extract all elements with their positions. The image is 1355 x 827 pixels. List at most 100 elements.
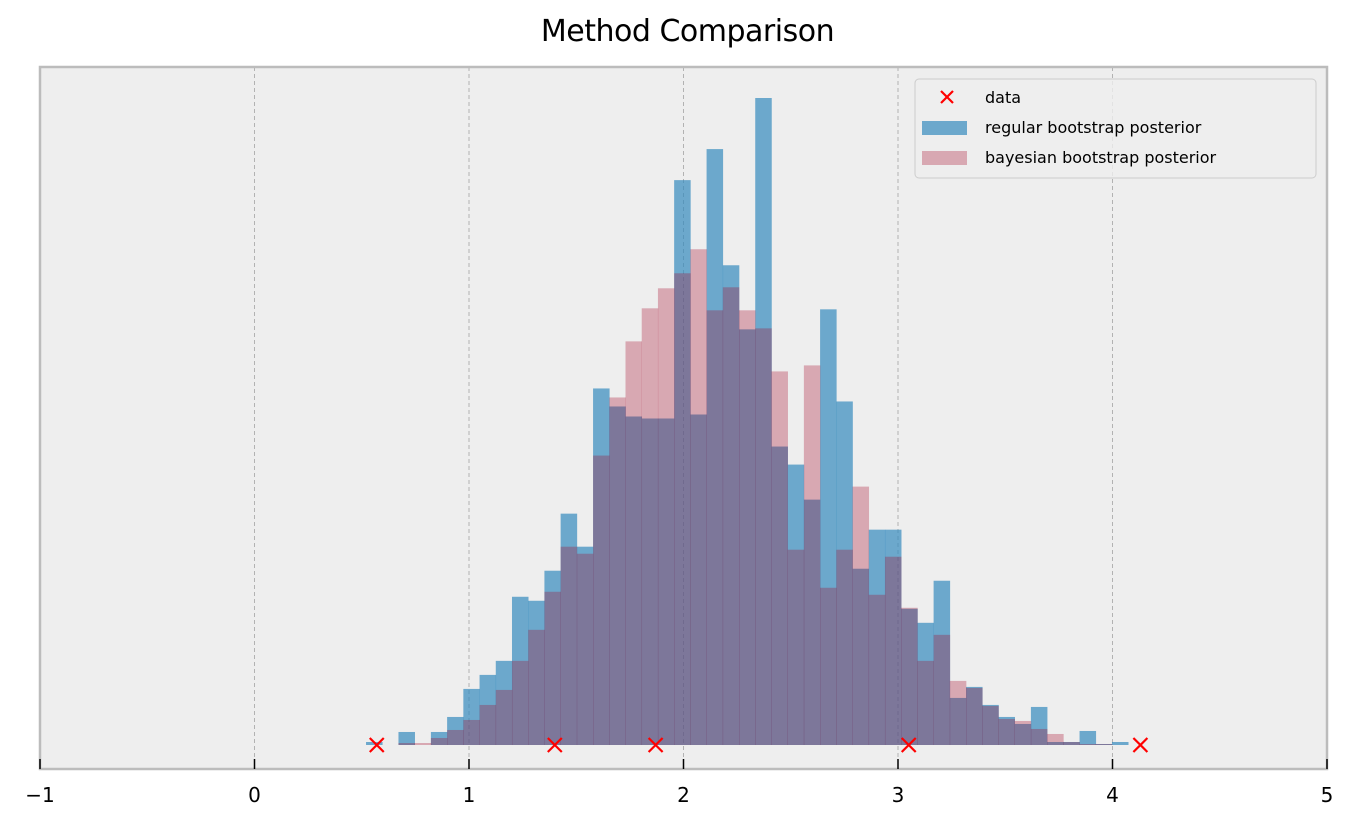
legend-label: regular bootstrap posterior (985, 118, 1202, 137)
bayesian-bootstrap-bars (398, 249, 1113, 745)
histogram-bar (722, 265, 740, 745)
histogram-bar (447, 729, 464, 745)
histogram-bar (966, 687, 983, 745)
histogram-bar (982, 705, 999, 745)
histogram-bar (771, 446, 788, 745)
histogram-bar (836, 401, 853, 745)
histogram-bar (528, 629, 545, 745)
data-point-x-marker (1132, 737, 1149, 753)
histogram-bar (901, 607, 918, 745)
histogram-bar (771, 371, 788, 745)
histogram-bar (576, 546, 594, 745)
histogram-bar (690, 414, 707, 745)
x-marker-icon (940, 90, 954, 104)
legend-label: bayesian bootstrap posterior (985, 148, 1217, 167)
x-tick-label: 5 (1321, 783, 1334, 807)
data-point-x-marker (368, 737, 385, 753)
histogram-bar (625, 341, 643, 745)
histogram-bar (495, 660, 513, 745)
histogram-bar (495, 689, 513, 745)
histogram-bar (609, 406, 626, 745)
histogram-bar (479, 674, 497, 745)
histogram-bar (836, 549, 853, 745)
histogram-bar (803, 499, 821, 745)
histogram-bar (674, 180, 691, 745)
histogram-bar (576, 553, 594, 745)
histogram-bar (787, 549, 805, 745)
legend: data regular bootstrap posterior bayesian … (914, 78, 1317, 179)
legend-box (914, 78, 1317, 179)
histogram-bar (1079, 743, 1097, 745)
histogram-bar (560, 513, 578, 745)
histogram-bar (1030, 706, 1048, 745)
histogram-bar (528, 600, 545, 745)
histogram-bar (1079, 730, 1097, 745)
histogram-bar (544, 570, 561, 745)
histogram-bar (949, 697, 967, 745)
histogram-bar (1014, 723, 1032, 745)
histogram-bar (511, 596, 529, 745)
histogram-bar (1111, 741, 1129, 745)
histogram-bar (560, 546, 578, 745)
legend-swatch-icon (922, 151, 967, 165)
histogram-bar (674, 273, 691, 745)
histogram-bar (447, 716, 464, 745)
histogram-bar (739, 329, 756, 745)
histogram-bar (1047, 741, 1064, 745)
histogram-bar (1063, 741, 1080, 745)
histogram-bar (398, 731, 415, 745)
histogram-bar (917, 622, 934, 745)
histogram-bar (398, 742, 415, 745)
histogram-bar (1095, 743, 1113, 745)
histogram-bar (1014, 720, 1032, 745)
data-point-x-marker (647, 737, 664, 753)
histogram-bar (463, 688, 480, 745)
histogram-bar (430, 731, 448, 745)
histogram-bar (933, 580, 951, 745)
histogram-bar (787, 464, 805, 745)
legend-swatch-icon (922, 121, 967, 135)
regular-bootstrap-bars (366, 98, 1129, 745)
histogram-bar (949, 680, 967, 745)
histogram-bar (755, 98, 772, 745)
histogram-bar (1095, 743, 1113, 745)
histogram-bar (706, 310, 724, 745)
x-tick-label: 3 (892, 783, 905, 807)
histogram-bar (933, 634, 951, 745)
histogram-bar (544, 591, 561, 745)
histogram-bar (706, 149, 724, 745)
histogram-bar (593, 455, 610, 745)
x-tick-label: 2 (677, 783, 690, 807)
x-tick-label: 0 (248, 783, 261, 807)
histogram-bar (657, 418, 675, 745)
x-tick-label: 1 (463, 783, 476, 807)
histogram-bar (657, 288, 675, 745)
histogram-bar (803, 365, 821, 745)
histogram-bar (917, 660, 934, 745)
histogram-bar (852, 568, 870, 745)
data-point-x-marker (547, 737, 563, 753)
histogram-bar (593, 388, 610, 745)
histogram-bar (1030, 728, 1048, 745)
histogram-bar (414, 742, 432, 745)
histogram-bar (820, 587, 837, 745)
histogram-bar (511, 660, 529, 745)
histogram-bar (609, 397, 626, 745)
chart-title: Method Comparison (540, 14, 835, 49)
histogram-bar (755, 328, 772, 745)
x-axis: −1 0 1 2 3 4 5 (25, 759, 1333, 807)
histogram-bar (739, 310, 756, 745)
histogram-bar (868, 529, 886, 745)
histogram-bar (884, 556, 902, 745)
data-point-x-marker (900, 737, 917, 753)
histogram-bar (641, 418, 659, 745)
histogram-bar (430, 737, 448, 745)
histogram-bar (901, 608, 918, 745)
histogram-bar (479, 704, 497, 745)
legend-entry: regular bootstrap posterior (922, 118, 1202, 137)
histogram-bar (852, 486, 870, 745)
histogram-bar (998, 718, 1015, 745)
data-markers (368, 737, 1149, 753)
histogram-bar (690, 249, 707, 745)
